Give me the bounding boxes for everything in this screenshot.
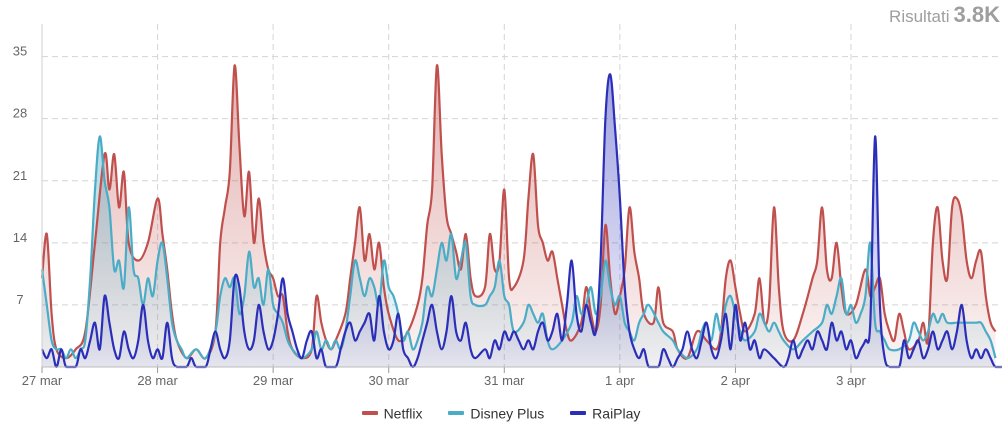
y-tick-label: 14 [13,230,27,245]
y-tick-label: 21 [13,168,27,183]
line-netflix [40,64,997,360]
results-count: 3.8K [953,2,1000,27]
results-summary: Risultati 3.8K [889,2,1000,28]
area-disney-plus [42,136,996,367]
line-disney-plus [40,135,997,360]
legend-label-disney-plus: Disney Plus [470,405,545,422]
legend-label-netflix: Netflix [383,405,423,422]
legend-swatch-disney-plus [448,411,465,416]
x-tick-label: 3 apr [836,373,866,388]
x-tick-label: 27 mar [22,373,63,388]
legend-label-raiplay: RaiPlay [592,405,641,422]
x-tick-label: 28 mar [137,373,178,388]
y-tick-label: 7 [16,292,23,307]
line-raiplay [41,73,1002,369]
y-tick-label: 35 [13,44,27,59]
x-tick-label: 29 mar [253,373,294,388]
x-tick-label: 30 mar [368,373,409,388]
legend-item-disney-plus[interactable]: Disney Plus [448,404,544,421]
legend-swatch-raiplay [570,411,587,416]
results-label: Risultati [889,7,950,26]
legend-item-raiplay[interactable]: RaiPlay [570,404,640,421]
y-tick-label: 28 [13,106,27,121]
x-tick-label: 2 apr [721,373,751,388]
legend-swatch-netflix [361,411,378,416]
legend: Netflix Disney Plus RaiPlay [0,404,1002,421]
axis-ticks: 7 14 21 28 35 27 mar 28 mar 29 mar 30 mar 31 mar 1… [13,24,1002,388]
x-tick-label: 31 mar [484,373,525,388]
area-chart: 7 14 21 28 35 27 mar 28 mar 29 mar 30 mar 31 mar 1… [13,24,1002,388]
series-lines [40,64,1002,369]
legend-item-netflix[interactable]: Netflix [361,404,423,422]
x-tick-label: 1 apr [605,373,635,388]
